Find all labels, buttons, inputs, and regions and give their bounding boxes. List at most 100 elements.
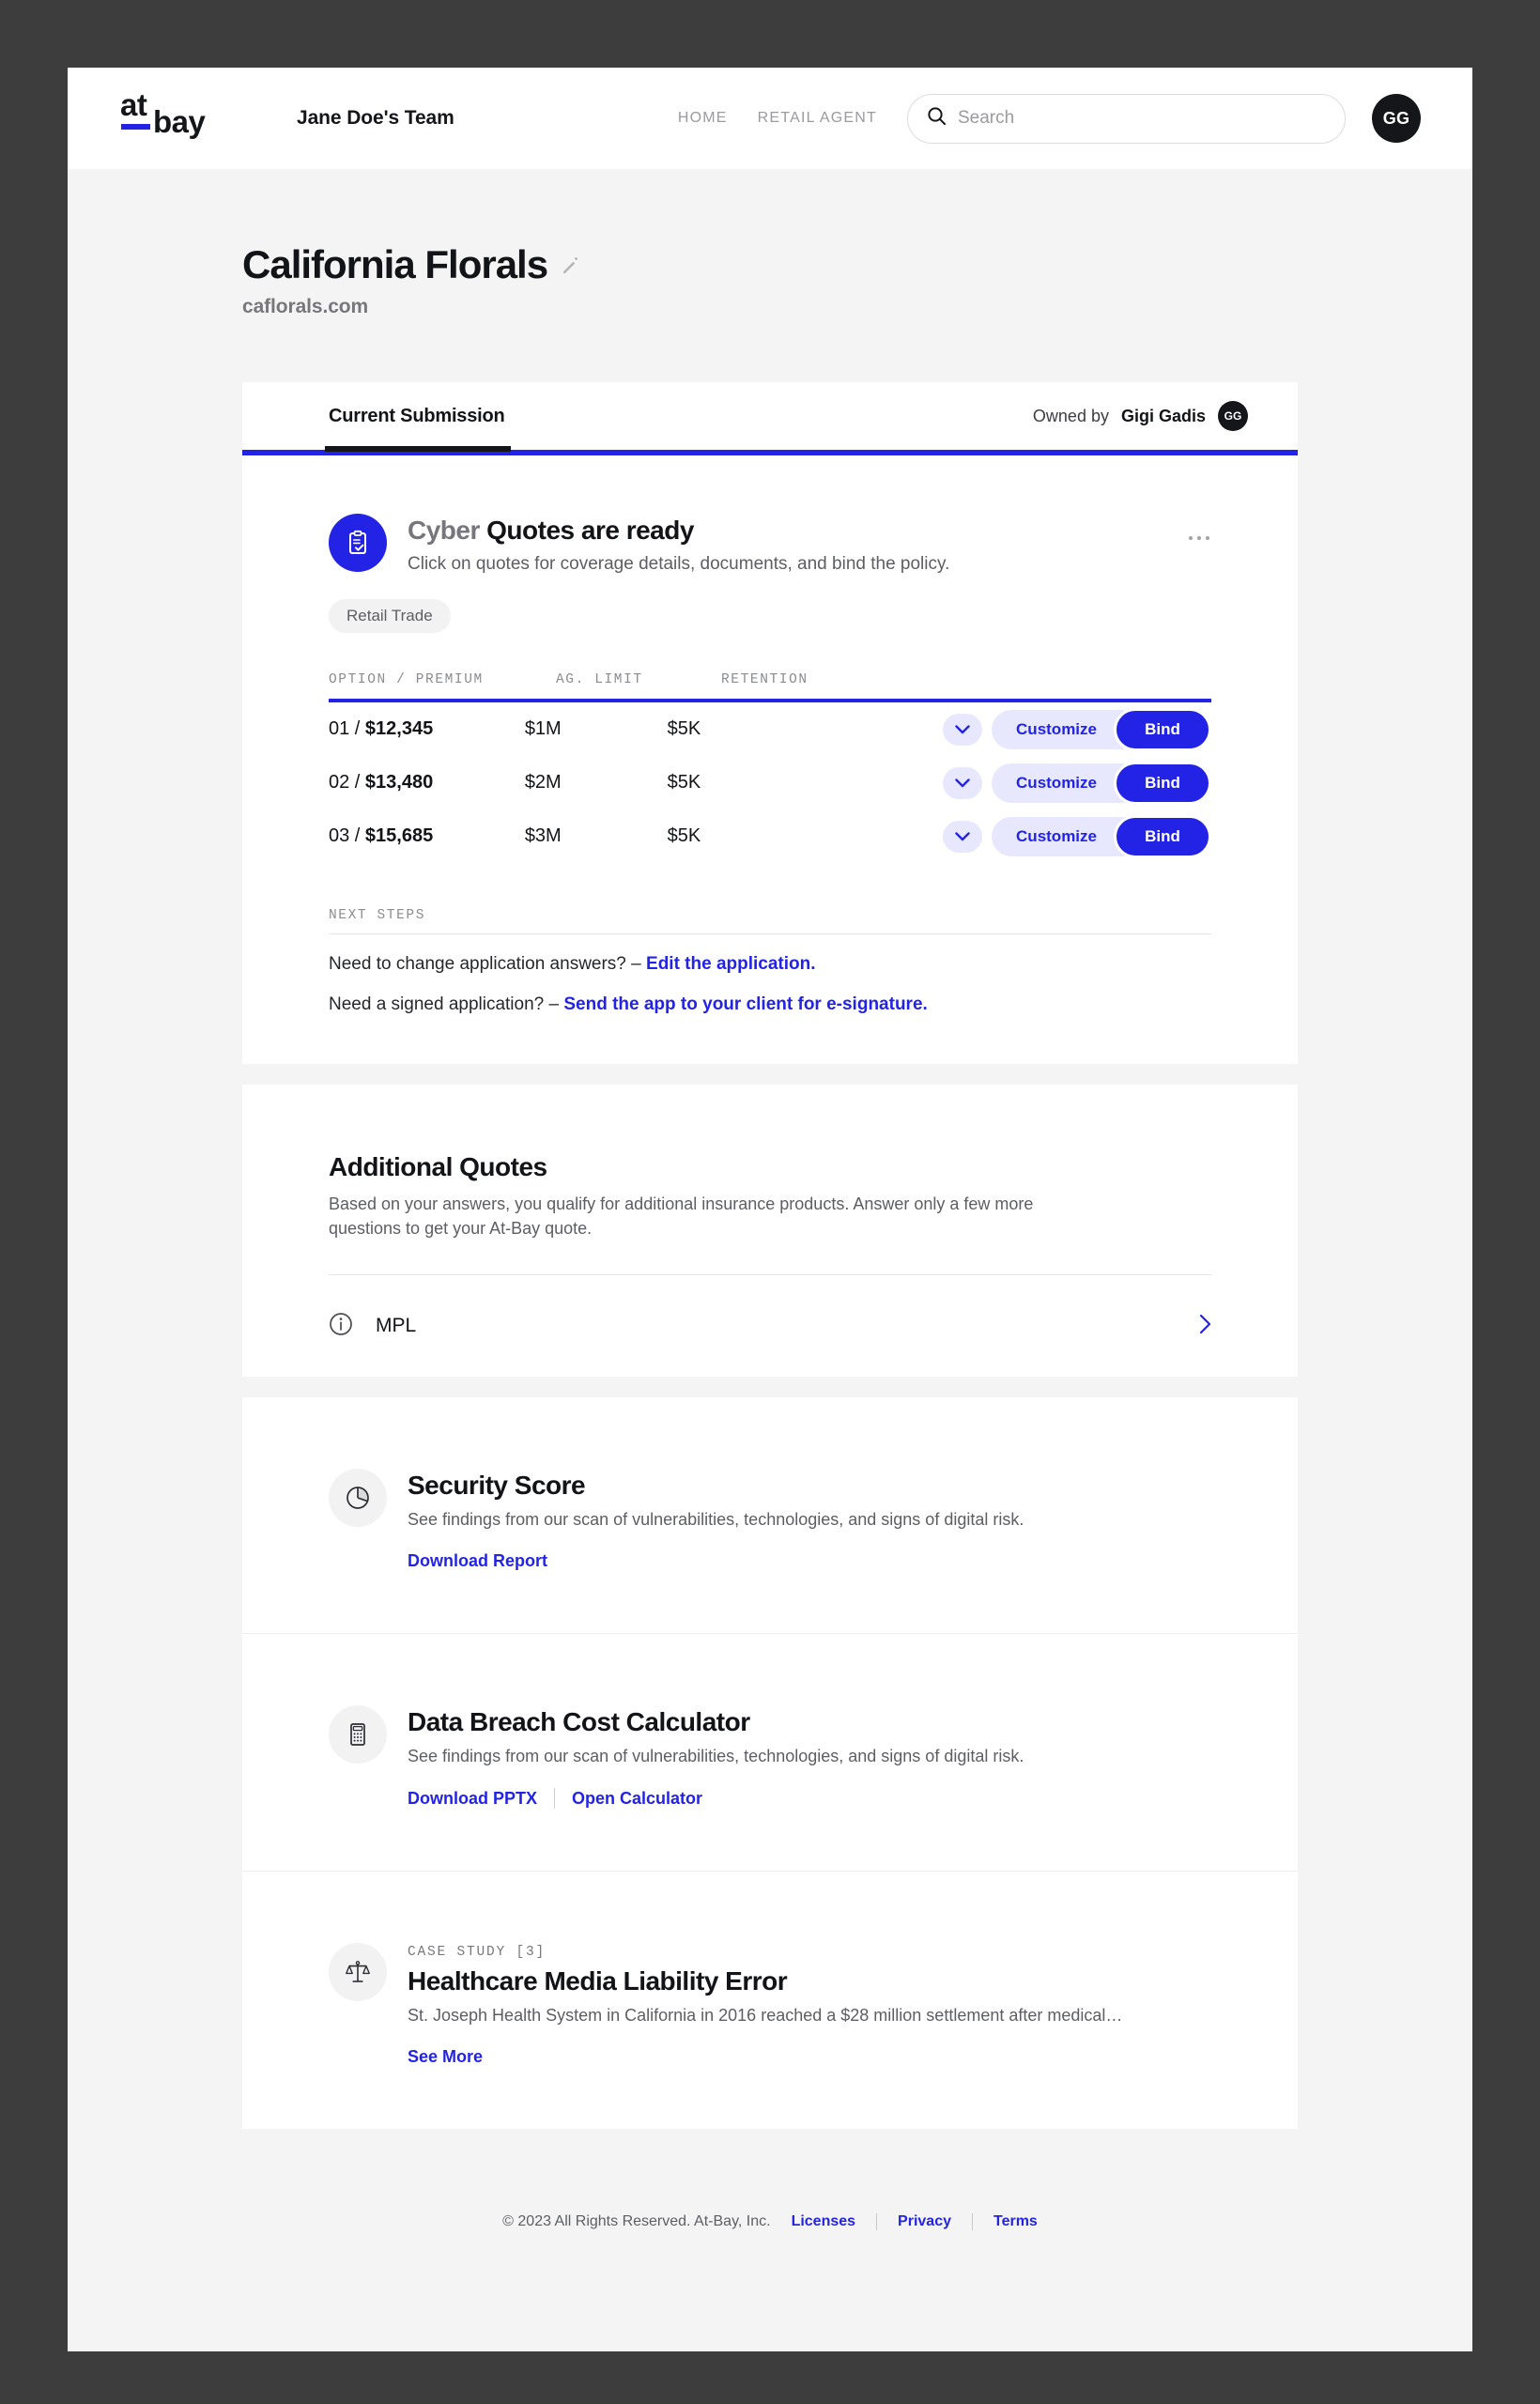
next-steps-section: NEXT STEPS Need to change application an… bbox=[329, 908, 1211, 1015]
case-study-title: Healthcare Media Liability Error bbox=[408, 1966, 788, 1996]
owner-name: Gigi Gadis bbox=[1120, 406, 1206, 425]
owner-avatar: GG bbox=[1218, 401, 1248, 431]
bind-button[interactable]: Bind bbox=[1114, 814, 1211, 858]
chevron-right-icon[interactable] bbox=[1199, 1314, 1211, 1339]
data-breach-calculator-title: Data Breach Cost Calculator bbox=[408, 1707, 750, 1737]
data-breach-calculator-description: See findings from our scan of vulnerabil… bbox=[408, 1747, 1024, 1766]
page-title: California Florals bbox=[242, 242, 548, 286]
page-header: California Florals bbox=[242, 242, 1298, 287]
quotes-table: OPTION / PREMIUM AG. LIMIT RETENTION 01 … bbox=[329, 672, 1211, 863]
quote-title-product: Cyber bbox=[408, 516, 480, 545]
table-row[interactable]: 02 / $13,480 $2M $5K Customize Bind bbox=[329, 756, 1211, 809]
open-calculator-link[interactable]: Open Calculator bbox=[572, 1788, 703, 1808]
case-study-section: CASE STUDY [3] Healthcare Media Liabilit… bbox=[242, 1871, 1298, 2129]
next-step-text: Need a signed application? – bbox=[329, 994, 564, 1014]
see-more-link[interactable]: See More bbox=[408, 2047, 484, 2067]
top-navigation-bar: at bay Jane Doe's Team HOME RETAIL AGENT… bbox=[68, 68, 1472, 169]
owner-info: Owned by Gigi Gadis GG bbox=[1033, 401, 1248, 431]
quote-premium: $13,480 bbox=[364, 772, 434, 793]
quotes-table-header: OPTION / PREMIUM AG. LIMIT RETENTION bbox=[329, 672, 1211, 702]
cyber-quotes-section: Cyber Quotes are ready Click on quotes f… bbox=[242, 455, 1298, 1064]
copyright-text: © 2023 All Rights Reserved. At-Bay, Inc. bbox=[502, 2213, 771, 2230]
list-item[interactable]: MPL bbox=[329, 1275, 1211, 1377]
nav-item-home[interactable]: HOME bbox=[677, 110, 728, 126]
case-study-kicker: CASE STUDY [3] bbox=[408, 1945, 547, 1961]
edit-application-link[interactable]: Edit the application. bbox=[646, 954, 816, 974]
submission-tabstrip: Current Submission Owned by Gigi Gadis G… bbox=[242, 382, 1298, 455]
divider bbox=[329, 1274, 1211, 1276]
search-icon bbox=[927, 106, 947, 131]
current-submission-card: Current Submission Owned by Gigi Gadis G… bbox=[242, 382, 1298, 1064]
download-pptx-link[interactable]: Download PPTX bbox=[408, 1788, 538, 1808]
team-name-label: Jane Doe's Team bbox=[297, 107, 454, 129]
more-options-icon[interactable] bbox=[1187, 514, 1211, 546]
quote-aggregate-limit: $3M bbox=[524, 825, 562, 846]
cyber-quotes-description: Click on quotes for coverage details, do… bbox=[408, 554, 950, 574]
logo-underline-accent bbox=[121, 124, 150, 130]
footer-separator bbox=[971, 2213, 973, 2231]
resources-card: Security Score See findings from our sca… bbox=[242, 1397, 1298, 2130]
privacy-link[interactable]: Privacy bbox=[898, 2213, 951, 2230]
tab-current-submission[interactable]: Current Submission bbox=[325, 405, 511, 452]
edit-pencil-icon[interactable] bbox=[561, 255, 581, 281]
nav-item-retail-agent[interactable]: RETAIL AGENT bbox=[757, 110, 877, 126]
send-for-esignature-link[interactable]: Send the app to your client for e-signat… bbox=[563, 994, 928, 1014]
security-score-description: See findings from our scan of vulnerabil… bbox=[408, 1510, 1024, 1530]
quote-retention: $5K bbox=[667, 772, 701, 793]
table-row[interactable]: 01 / $12,345 $1M $5K Customize Bind bbox=[329, 702, 1211, 756]
footer-separator bbox=[876, 2213, 878, 2231]
scales-icon bbox=[329, 1943, 387, 2002]
quote-aggregate-limit: $2M bbox=[524, 772, 562, 793]
nav-links: HOME RETAIL AGENT bbox=[678, 110, 877, 127]
page-footer: © 2023 All Rights Reserved. At-Bay, Inc.… bbox=[242, 2213, 1298, 2287]
data-breach-calculator-section: Data Breach Cost Calculator See findings… bbox=[242, 1633, 1298, 1871]
terms-link[interactable]: Terms bbox=[993, 2213, 1038, 2230]
next-step-row: Need a signed application? – Send the ap… bbox=[329, 994, 1211, 1015]
additional-quotes-description: Based on your answers, you qualify for a… bbox=[329, 1194, 1034, 1239]
logo-text-at: at bbox=[120, 87, 147, 122]
customize-button[interactable]: Customize bbox=[992, 709, 1142, 749]
column-header-option-premium: OPTION / PREMIUM bbox=[329, 672, 484, 687]
quote-title-status: Quotes are ready bbox=[486, 516, 694, 545]
quote-premium: $12,345 bbox=[364, 718, 434, 739]
download-report-link[interactable]: Download Report bbox=[408, 1551, 547, 1571]
quote-option-number: 02 / bbox=[329, 772, 365, 793]
user-avatar[interactable]: GG bbox=[1372, 94, 1421, 143]
next-steps-label: NEXT STEPS bbox=[329, 908, 1211, 934]
column-header-ag-limit: AG. LIMIT bbox=[556, 672, 643, 687]
clipboard-check-icon bbox=[329, 514, 387, 572]
expand-quote-chevron-down-icon[interactable] bbox=[943, 820, 983, 853]
product-label-mpl: MPL bbox=[376, 1315, 417, 1337]
additional-quotes-card: Additional Quotes Based on your answers,… bbox=[242, 1085, 1298, 1378]
app-frame: at bay Jane Doe's Team HOME RETAIL AGENT… bbox=[68, 68, 1472, 2351]
quote-option-number: 03 / bbox=[329, 825, 365, 846]
logo-text-bay: bay bbox=[153, 104, 206, 139]
pie-chart-icon bbox=[329, 1469, 387, 1528]
quote-retention: $5K bbox=[667, 825, 701, 846]
next-step-text: Need to change application answers? – bbox=[329, 954, 647, 974]
additional-quotes-title: Additional Quotes bbox=[329, 1152, 547, 1181]
quote-premium: $15,685 bbox=[364, 825, 434, 846]
at-bay-logo[interactable]: at bay bbox=[120, 89, 207, 147]
owner-prefix-label: Owned by bbox=[1032, 406, 1109, 425]
cyber-quotes-header: Cyber Quotes are ready Click on quotes f… bbox=[329, 514, 1211, 575]
bind-button[interactable]: Bind bbox=[1114, 707, 1211, 751]
quote-aggregate-limit: $1M bbox=[524, 718, 562, 739]
case-study-description: St. Joseph Health System in California i… bbox=[408, 2006, 1123, 2026]
quote-retention: $5K bbox=[667, 718, 701, 739]
expand-quote-chevron-down-icon[interactable] bbox=[943, 766, 983, 799]
security-score-title: Security Score bbox=[408, 1471, 586, 1501]
search-box[interactable] bbox=[907, 93, 1346, 144]
page-content: California Florals caflorals.com Current… bbox=[242, 169, 1298, 2287]
quote-option-number: 01 / bbox=[329, 718, 365, 739]
licenses-link[interactable]: Licenses bbox=[791, 2213, 856, 2230]
expand-quote-chevron-down-icon[interactable] bbox=[943, 713, 983, 746]
bind-button[interactable]: Bind bbox=[1114, 761, 1211, 805]
link-separator bbox=[554, 1788, 556, 1810]
table-row[interactable]: 03 / $15,685 $3M $5K Customize Bind bbox=[329, 809, 1211, 863]
calculator-icon bbox=[329, 1705, 387, 1764]
next-step-row: Need to change application answers? – Ed… bbox=[329, 954, 1211, 975]
search-input[interactable] bbox=[958, 108, 1326, 129]
cyber-quotes-title: Cyber Quotes are ready bbox=[408, 516, 949, 546]
industry-chip: Retail Trade bbox=[329, 599, 451, 633]
